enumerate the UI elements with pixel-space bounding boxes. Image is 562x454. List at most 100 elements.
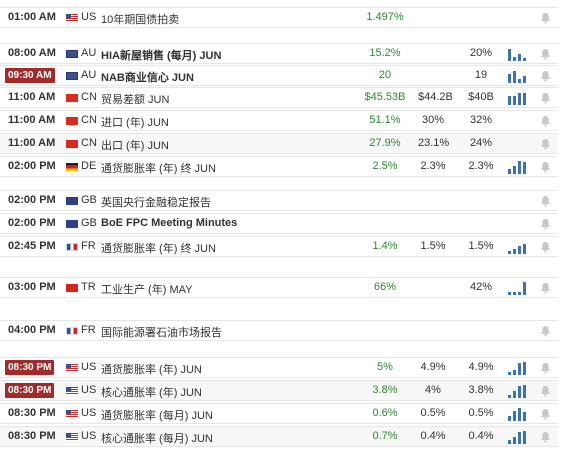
alert-bell-icon[interactable] [540,282,551,294]
calendar-row[interactable]: 08:30 PM US 核心通胀率 (每月) JUN 0.7% 0.4% 0.4% [0,426,558,447]
chart-bar [523,412,526,421]
calendar-row[interactable]: 02:00 PM DE 通货膨胀率 (年) 终 JUN 2.5% 2.3% 2.3% [0,156,558,177]
chart-bar [508,416,511,421]
actual-value: 1.497% [366,11,404,23]
event-name[interactable]: 进口 (年) JUN [101,117,169,129]
forecast-value: $44.2B [418,91,453,103]
event-name[interactable]: 通货膨胀率 (每月) JUN [101,410,213,422]
alert-bell-icon[interactable] [540,115,551,127]
calendar-row[interactable]: 02:00 PM GB BoE FPC Meeting Minutes [0,213,558,234]
previous-value: 1.5% [468,240,494,252]
previous-value: 20% [469,47,493,59]
previous-value: 42% [469,281,493,293]
event-name[interactable]: 核心通胀率 (年) JUN [101,387,202,399]
event-name[interactable]: 10年期国债拍卖 [101,14,180,26]
event-name[interactable]: 国际能源署石油市场报告 [101,327,222,339]
chart-bar [518,93,521,105]
calendar-row[interactable]: 11:00 AM CN 贸易差额 JUN $45.53B $44.2B $40B [0,87,558,108]
country-code: US [81,407,97,419]
previous-value: 4.9% [468,361,494,373]
chart-bar [523,162,526,174]
event-time: 03:00 PM [8,281,56,293]
alert-bell-icon[interactable] [540,431,551,443]
chart-bar [518,292,521,295]
previous-value: 24% [469,137,493,149]
history-chart-icon[interactable] [508,91,530,105]
alert-bell-icon[interactable] [540,92,551,104]
chart-bar [523,431,526,444]
history-chart-icon[interactable] [508,384,530,398]
event-name[interactable]: 贸易差额 JUN [101,94,170,106]
event-name[interactable]: 英国央行金融稳定报告 [101,197,211,209]
chart-bar [513,391,516,398]
alert-bell-icon[interactable] [540,241,551,253]
alert-bell-icon[interactable] [540,325,551,337]
calendar-row[interactable]: 08:30 PM US 通货膨胀率 (年) JUN 5% 4.9% 4.9% [0,357,558,378]
event-time: 08:30 PM [8,407,56,419]
chart-bar [518,363,521,375]
alert-bell-icon[interactable] [540,161,551,173]
alert-bell-icon[interactable] [540,218,551,230]
alert-bell-icon[interactable] [540,362,551,374]
actual-value: 3.8% [372,384,398,396]
history-chart-icon[interactable] [508,407,530,421]
history-chart-icon[interactable] [508,281,530,295]
history-chart-icon[interactable] [508,47,530,61]
history-chart-icon[interactable] [508,160,530,174]
calendar-row[interactable]: 08:30 PM US 通货膨胀率 (每月) JUN 0.6% 0.5% 0.5% [0,403,558,424]
alert-bell-icon[interactable] [540,48,551,60]
calendar-row[interactable]: 11:00 AM CN 出口 (年) JUN 27.9% 23.1% 24% [0,133,558,154]
alert-bell-icon[interactable] [540,138,551,150]
history-chart-icon[interactable] [508,240,530,254]
event-name[interactable]: 出口 (年) JUN [101,140,169,152]
chart-bar [513,71,516,83]
alert-bell-icon[interactable] [540,195,551,207]
history-chart-icon[interactable] [508,361,530,375]
calendar-row[interactable]: 08:00 AM AU HIA新屋销售 (每月) JUN 15.2% 20% [0,43,558,64]
event-name[interactable]: NAB商业信心 JUN [101,72,194,84]
event-time: 08:30 PM [5,360,55,375]
chart-bar [513,249,516,254]
event-name[interactable]: 通货膨胀率 (年) 终 JUN [101,243,216,255]
chart-bar [508,440,511,444]
calendar-row[interactable]: 03:00 PM TR 工业生产 (年) MAY 66% 42% [0,277,558,298]
chart-bar [518,54,521,61]
country-code: CN [81,137,97,149]
event-time: 04:00 PM [8,324,56,336]
calendar-row[interactable]: 01:00 AM US 10年期国债拍卖 1.497% [0,7,558,28]
event-name[interactable]: 核心通胀率 (每月) JUN [101,433,213,445]
chart-bar [508,372,511,375]
calendar-row[interactable]: 04:00 PM FR 国际能源署石油市场报告 [0,320,558,341]
alert-bell-icon[interactable] [540,385,551,397]
event-time: 09:30 AM [5,68,55,83]
chart-bar [508,251,511,254]
event-name[interactable]: BoE FPC Meeting Minutes [101,217,238,229]
calendar-row[interactable]: 09:30 AM AU NAB商业信心 JUN 20 19 [0,65,558,86]
chart-bar [513,57,516,61]
history-chart-icon[interactable] [508,430,530,444]
alert-bell-icon[interactable] [540,408,551,420]
chart-bar [513,292,516,295]
event-name[interactable]: 工业生产 (年) MAY [101,284,193,296]
forecast-value: 0.4% [420,430,446,442]
alert-bell-icon[interactable] [540,12,551,24]
chart-bar [513,166,516,174]
calendar-row[interactable]: 11:00 AM CN 进口 (年) JUN 51.1% 30% 32% [0,110,558,131]
history-chart-icon[interactable] [508,69,530,83]
chart-bar [518,432,521,444]
calendar-row[interactable]: 02:45 PM FR 通货膨胀率 (年) 终 JUN 1.4% 1.5% 1.5% [0,236,558,257]
calendar-row[interactable]: 02:00 PM GB 英国央行金融稳定报告 [0,190,558,211]
country-code: AU [81,47,97,59]
chart-bar [523,76,526,83]
country-code: CN [81,91,97,103]
chart-bar [508,169,511,174]
de-flag-icon [66,163,78,171]
alert-bell-icon[interactable] [540,70,551,82]
calendar-row[interactable]: 08:30 PM US 核心通胀率 (年) JUN 3.8% 4% 3.8% [0,380,558,401]
event-name[interactable]: 通货膨胀率 (年) 终 JUN [101,163,216,175]
event-name[interactable]: HIA新屋销售 (每月) JUN [101,50,222,62]
country-code: US [81,384,97,396]
event-name[interactable]: 通货膨胀率 (年) JUN [101,364,202,376]
chart-bar [508,74,511,83]
forecast-value: 0.5% [420,407,446,419]
